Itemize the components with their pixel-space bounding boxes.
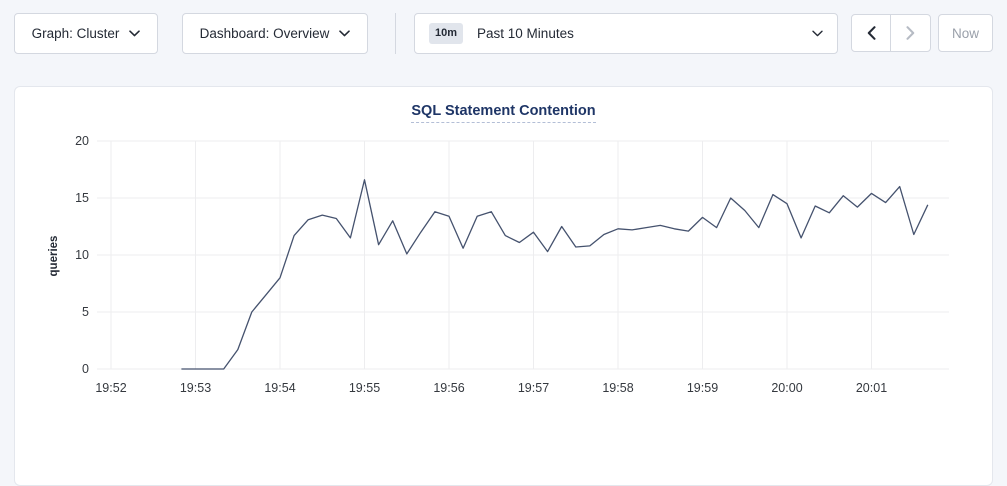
time-shift-buttons: [851, 14, 931, 52]
x-tick-label: 20:01: [855, 381, 888, 395]
sql-contention-chart-card: SQL Statement Contention queries 0 5 10 15 2…: [14, 86, 993, 486]
y-tick-label: 0: [82, 362, 89, 376]
time-range-label: Past 10 Minutes: [477, 26, 574, 41]
chart-title[interactable]: SQL Statement Contention: [411, 103, 596, 123]
graph-dropdown[interactable]: Graph: Cluster: [14, 13, 158, 54]
x-tick-label: 19:56: [433, 381, 465, 395]
x-tick-label: 19:57: [517, 381, 550, 395]
next-range-button[interactable]: [891, 15, 930, 51]
x-tick-label: 19:59: [686, 381, 719, 395]
now-button[interactable]: Now: [938, 14, 993, 52]
time-range-selector[interactable]: 10m Past 10 Minutes: [414, 13, 838, 54]
graph-dropdown-label: Graph: Cluster: [31, 26, 120, 41]
x-tick-label: 19:52: [95, 381, 127, 395]
y-tick-label: 5: [82, 305, 89, 319]
time-range-badge: 10m: [429, 23, 464, 44]
x-tick-label: 19:58: [602, 381, 634, 395]
toolbar-divider: [395, 13, 396, 54]
plot-area: [97, 140, 949, 370]
x-tick-label: 19:54: [264, 381, 296, 395]
x-tick-label: 20:00: [771, 381, 803, 395]
y-tick-label: 20: [75, 134, 89, 148]
chevron-down-icon: [339, 30, 351, 37]
y-tick-label: 10: [75, 248, 89, 262]
x-tick-label: 19:55: [348, 381, 381, 395]
y-tick-label: 15: [75, 191, 89, 205]
toolbar: Graph: Cluster Dashboard: Overview 10m P…: [14, 13, 993, 54]
chart-title-row: SQL Statement Contention: [15, 102, 992, 123]
x-tick-label: 19:53: [179, 381, 212, 395]
chevron-down-icon: [129, 30, 141, 37]
previous-range-button[interactable]: [852, 15, 892, 51]
chevron-left-icon: [867, 26, 876, 40]
chevron-right-icon: [906, 26, 915, 40]
now-button-label: Now: [951, 25, 979, 41]
queries-series-line: [181, 179, 929, 370]
dashboard-dropdown-label: Dashboard: Overview: [199, 26, 330, 41]
chevron-down-icon: [812, 30, 823, 37]
dashboard-dropdown[interactable]: Dashboard: Overview: [182, 13, 368, 54]
